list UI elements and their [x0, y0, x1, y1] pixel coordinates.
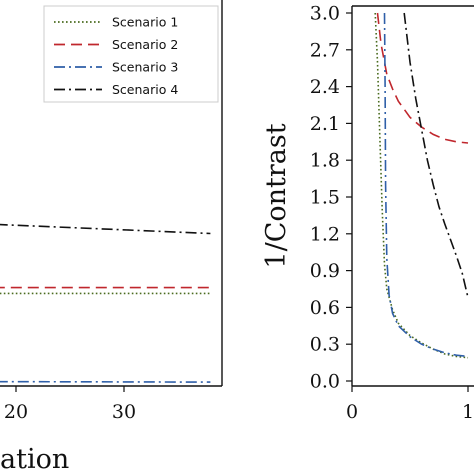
right-y-tick-label: 0.9	[310, 260, 340, 282]
right-series-line-1	[374, 12, 469, 359]
left-series-line-4	[0, 223, 211, 235]
right-y-tick-label: 1.2	[310, 223, 340, 245]
legend: Scenario 1 Scenario 2 Scenario 3 Scenario 4	[43, 5, 219, 103]
legend-label-2: Scenario 2	[112, 37, 178, 52]
right-y-tick-label: 2.7	[310, 39, 340, 61]
legend-label-1: Scenario 1	[112, 15, 178, 30]
left-x-tick-label: 30	[112, 401, 136, 423]
left-series-lines	[0, 223, 211, 383]
right-y-tick-label: 3.0	[310, 3, 340, 25]
right-x-tick-label: 0	[346, 401, 358, 423]
right-y-ticks: 0.0 0.3 0.6 0.9 1.2 1.5 1.8 2.1 2.4 2.7 3.0	[310, 3, 352, 393]
right-y-axis-label: 1/Contrast	[261, 123, 292, 268]
left-series-line-3	[0, 380, 211, 383]
legend-label-3: Scenario 3	[112, 60, 178, 75]
legend-label-4: Scenario 4	[112, 82, 178, 97]
right-y-tick-label: 0.6	[310, 297, 340, 319]
right-series-line-4	[403, 12, 469, 298]
right-y-tick-label: 2.1	[310, 113, 340, 135]
right-y-tick-label: 1.5	[310, 187, 340, 209]
right-y-tick-label: 0.3	[310, 334, 340, 356]
right-x-tick-label: 1	[462, 401, 474, 423]
right-y-tick-label: 0.0	[310, 371, 340, 393]
legend-items: Scenario 1 Scenario 2 Scenario 3 Scenario 4	[54, 15, 178, 97]
left-x-axis-label: ation	[0, 444, 69, 474]
right-y-tick-label: 2.4	[310, 76, 340, 98]
right-series-lines	[374, 12, 469, 359]
legend-box	[43, 5, 219, 103]
right-series-line-2	[376, 12, 469, 144]
left-x-ticks: 20 30	[4, 386, 136, 423]
right-series-line-3	[383, 12, 469, 358]
right-y-tick-label: 1.8	[310, 150, 340, 172]
left-x-tick-label: 20	[4, 401, 28, 423]
